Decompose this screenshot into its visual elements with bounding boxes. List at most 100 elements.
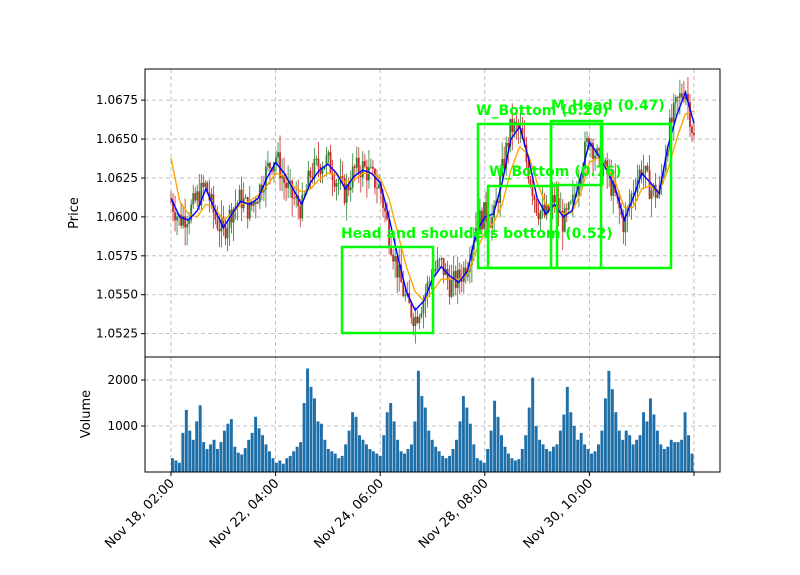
volume-bar <box>236 452 240 472</box>
candle-body <box>689 101 691 127</box>
volume-bar <box>209 444 213 472</box>
volume-bar <box>389 403 393 472</box>
candle-body <box>412 317 415 326</box>
candle-body <box>410 303 413 318</box>
volume-bar <box>676 442 680 472</box>
candle-body <box>186 224 189 228</box>
candle-body <box>571 194 574 203</box>
candle-body <box>533 195 536 201</box>
volume-bar <box>403 453 407 472</box>
volume-bar <box>222 430 226 472</box>
volume-bar <box>520 449 524 472</box>
volume-bar <box>184 409 188 472</box>
volume-bar <box>534 426 538 472</box>
volume-panel: 1000 2000 Volume <box>79 356 721 473</box>
candle-body <box>277 152 279 158</box>
candle-body <box>416 316 419 323</box>
volume-bar <box>430 439 434 472</box>
candle-body <box>174 212 176 221</box>
volume-bar <box>434 446 438 472</box>
volume-bar <box>406 449 410 472</box>
candle-body <box>198 191 201 206</box>
volume-bar <box>267 451 271 472</box>
candle-body <box>442 258 445 275</box>
candle-body <box>361 161 364 178</box>
candle-body <box>503 158 506 169</box>
candle-body <box>353 166 356 168</box>
candle-body <box>285 182 288 188</box>
candle-body <box>666 148 669 157</box>
candle-body <box>418 316 421 323</box>
candle-body <box>252 201 255 206</box>
volume-bar <box>254 416 258 472</box>
volume-bar <box>562 414 566 472</box>
candle-body <box>680 93 683 98</box>
candle-body <box>654 184 657 198</box>
volume-bar <box>226 423 230 472</box>
volume-bar <box>233 446 237 472</box>
candle-body <box>511 118 514 132</box>
candle-body <box>275 157 277 163</box>
candle-body <box>224 225 227 239</box>
candle-body <box>384 207 386 212</box>
candle-body <box>458 269 461 280</box>
candle-body <box>638 169 641 181</box>
candle-body <box>313 158 316 178</box>
x-tick-label: Nov 18, 02:00 <box>102 476 178 552</box>
volume-grid <box>145 357 720 472</box>
candle-body <box>592 143 594 159</box>
volume-bar <box>597 444 600 472</box>
volume-bar <box>396 439 400 472</box>
candle-body <box>378 184 380 189</box>
volume-bar <box>475 458 479 472</box>
candle-body <box>598 148 600 151</box>
volume-bar <box>371 451 375 472</box>
price-tick-label: 1.0650 <box>96 132 138 146</box>
volume-bar <box>500 435 503 472</box>
volume-bar <box>382 435 386 472</box>
candle-body <box>632 192 635 194</box>
price-tick-label: 1.0575 <box>96 249 138 263</box>
volume-bar <box>465 407 469 472</box>
volume-bar <box>551 446 555 472</box>
volume-bar <box>652 414 656 472</box>
volume-frame <box>144 356 721 473</box>
volume-bar <box>524 435 528 472</box>
volume-bar <box>250 432 254 472</box>
volume-bar <box>617 430 621 472</box>
candle-body <box>612 180 615 196</box>
candle-body <box>238 189 241 203</box>
candle-body <box>327 152 330 156</box>
candle-body <box>529 179 532 186</box>
volume-bars <box>171 368 694 472</box>
candle-body <box>676 97 679 98</box>
candle-body <box>517 124 520 130</box>
candle-body <box>648 169 651 199</box>
volume-bar <box>444 458 448 472</box>
price-axis-label: Price <box>67 197 82 229</box>
candle-body <box>297 195 300 207</box>
volume-bar <box>593 451 597 472</box>
volume-bar <box>181 432 185 472</box>
volume-bar <box>385 412 389 472</box>
volume-bar <box>666 446 670 472</box>
candle-body <box>678 93 681 98</box>
candle-body <box>450 279 453 297</box>
volume-bar <box>538 439 542 472</box>
candle-body <box>505 142 508 169</box>
volume-bar <box>690 453 694 472</box>
volume-bar <box>441 455 445 472</box>
volume-bar <box>503 446 507 472</box>
volume-bar <box>624 430 628 472</box>
candle-body <box>565 208 568 210</box>
candle-body <box>184 216 187 228</box>
x-tick-label: Nov 30, 10:00 <box>521 476 597 552</box>
candle-body <box>452 271 455 280</box>
volume-bar <box>319 423 323 472</box>
candle-body <box>577 184 580 195</box>
candle-body <box>182 216 185 226</box>
volume-bar <box>392 421 396 472</box>
candle-body <box>491 217 493 228</box>
volume-bar <box>427 430 431 472</box>
volume-bar <box>472 444 476 472</box>
